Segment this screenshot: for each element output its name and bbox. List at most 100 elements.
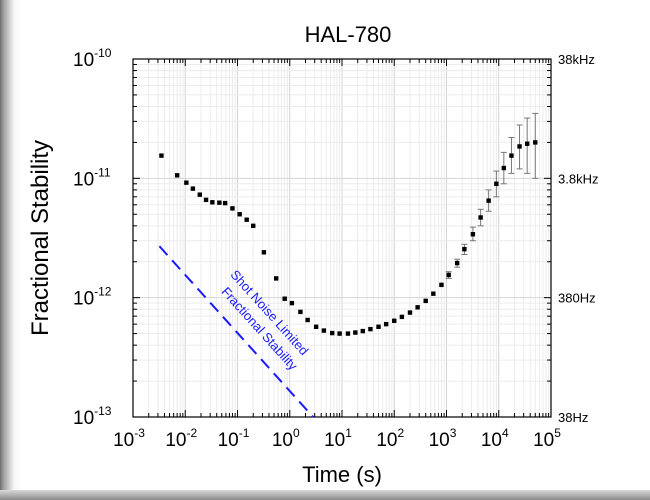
data-point (313, 324, 319, 329)
x-tick-label-base: 10 (272, 430, 293, 451)
data-point (439, 282, 444, 288)
y-tick-label-base: 10 (73, 408, 94, 429)
x-tick-label-base: 10 (429, 430, 450, 451)
y-tick-label: 10-13 (73, 404, 112, 429)
x-tick-label-exponent: -3 (134, 426, 145, 440)
x-tick-label-base: 10 (481, 430, 502, 451)
data-point (431, 291, 436, 296)
x-tick-label-exponent: 4 (502, 426, 509, 440)
data-point (392, 318, 397, 323)
x-tick-label-exponent: -1 (239, 426, 250, 440)
data-point (423, 298, 428, 304)
shot-noise-reference-line (158, 245, 314, 418)
data-point (446, 272, 451, 278)
grid (132, 59, 551, 418)
data-point (184, 180, 189, 185)
axis-ticks: 10-3 10-2 10-1 100 101 102 103 104 10510-1010-11… (73, 46, 598, 451)
data-point (330, 330, 335, 336)
figure-bottom-edge (0, 490, 650, 500)
x-tick-label: 10-1 (218, 426, 250, 451)
right-axis-tick-label: 380Hz (558, 291, 596, 306)
x-tick-label-exponent: 5 (554, 426, 561, 440)
x-tick-label-base: 10 (376, 430, 397, 451)
data-point (486, 198, 491, 203)
data-point (383, 321, 389, 327)
data-series (159, 112, 539, 336)
data-point (517, 144, 522, 149)
data-point (345, 331, 351, 336)
x-tick-label-exponent: 2 (397, 426, 404, 440)
x-tick-label: 102 (376, 426, 404, 451)
data-point (501, 165, 507, 171)
data-point (159, 153, 164, 158)
right-axis-tick-label: 38Hz (558, 410, 588, 425)
data-point (244, 217, 249, 222)
x-tick-label-exponent: 0 (293, 426, 300, 440)
data-point (251, 223, 256, 229)
data-point (261, 250, 267, 255)
data-point (321, 328, 327, 333)
data-point (282, 296, 287, 301)
y-tick-label-exponent: -11 (94, 165, 111, 179)
data-point (524, 141, 530, 146)
right-axis-tick-label: 3.8kHz (558, 171, 598, 186)
data-point (174, 173, 180, 178)
x-tick-label: 103 (429, 426, 457, 451)
data-point (190, 186, 196, 191)
x-tick-label-exponent: -2 (186, 426, 197, 440)
data-point (470, 232, 476, 237)
data-point (462, 246, 467, 252)
data-point (305, 317, 310, 323)
data-point (454, 260, 460, 266)
y-tick-label-base: 10 (73, 289, 94, 310)
x-tick-label: 10-3 (113, 426, 145, 451)
data-point (478, 215, 483, 220)
data-point (337, 331, 342, 336)
x-tick-label-exponent: 3 (450, 426, 457, 440)
data-point (376, 324, 381, 329)
data-point (230, 206, 235, 211)
data-point (407, 310, 413, 315)
data-point (494, 181, 499, 186)
data-point (197, 192, 203, 197)
x-tick-label-base: 10 (165, 430, 186, 451)
y-tick-label-base: 10 (73, 169, 94, 190)
y-tick-label: 10-11 (73, 165, 111, 190)
data-point (399, 314, 405, 320)
y-axis-label: Fractional Stability (27, 140, 54, 336)
data-point (368, 326, 373, 332)
y-tick-label: 10-12 (73, 285, 112, 310)
data-point (273, 276, 279, 281)
y-tick-label-exponent: -10 (94, 46, 112, 60)
x-tick-label-base: 10 (533, 430, 554, 451)
data-point (533, 140, 538, 145)
data-point (353, 330, 358, 335)
x-tick-label-base: 10 (324, 430, 345, 451)
x-tick-label: 104 (481, 426, 509, 451)
data-point (222, 200, 228, 206)
data-point (289, 300, 295, 306)
y-tick-label-exponent: -12 (94, 285, 112, 299)
data-point (217, 200, 222, 205)
y-tick-label: 10-10 (73, 46, 112, 71)
x-tick-label-exponent: 1 (345, 426, 352, 440)
data-point (509, 153, 514, 158)
data-point (210, 200, 215, 205)
y-tick-label-base: 10 (73, 50, 94, 71)
data-point (203, 197, 209, 203)
x-tick-label: 100 (272, 426, 300, 451)
data-point (298, 309, 303, 315)
y-tick-label-exponent: -13 (94, 404, 112, 418)
x-tick-label: 101 (324, 426, 352, 451)
x-axis-label: Time (s) (302, 462, 382, 487)
x-tick-label-base: 10 (113, 430, 134, 451)
x-tick-label: 10-2 (165, 426, 197, 451)
chart-title: HAL-780 (305, 22, 392, 47)
data-point (360, 328, 365, 334)
right-axis-tick-label: 38kHz (558, 52, 595, 67)
data-point (415, 305, 420, 310)
data-point (237, 212, 242, 217)
x-tick-label-base: 10 (218, 430, 239, 451)
x-tick-label: 105 (533, 426, 561, 451)
